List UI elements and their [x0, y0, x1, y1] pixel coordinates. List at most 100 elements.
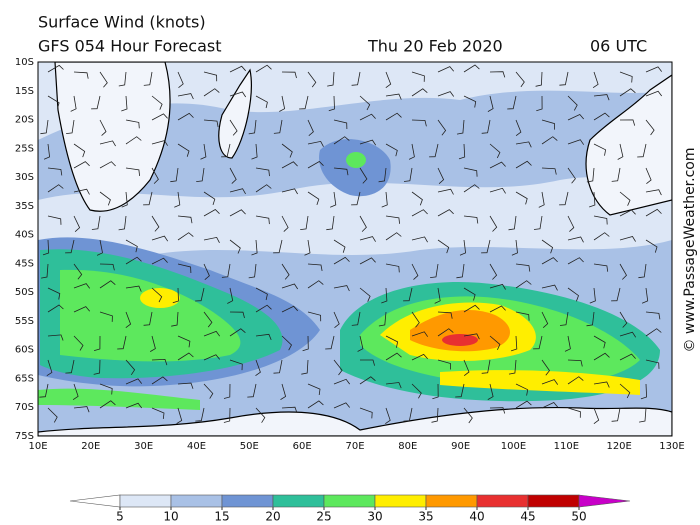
- wind-barb: [47, 334, 64, 341]
- wind-band: [38, 388, 200, 410]
- wind-barb: [99, 191, 111, 206]
- wind-barb: [255, 64, 272, 73]
- latitude-label: 65S: [15, 373, 34, 384]
- wind-barb: [515, 119, 522, 137]
- wind-barb: [251, 239, 258, 256]
- wind-barb: [411, 119, 427, 127]
- wind-barb: [489, 283, 506, 290]
- wind-barb: [593, 94, 610, 101]
- longitude-label: 130E: [659, 441, 684, 452]
- wind-barb: [307, 161, 324, 169]
- latitude-label: 45S: [15, 258, 34, 269]
- wind-barb: [459, 239, 467, 256]
- wind-barb: [99, 71, 108, 88]
- wind-barb: [223, 383, 231, 399]
- wind-barb: [586, 311, 595, 327]
- wind-barb: [172, 287, 179, 304]
- wind-core: [140, 288, 180, 308]
- colorbar-segment: [119, 494, 172, 508]
- wind-core: [442, 334, 478, 346]
- colorbar-over: [578, 494, 631, 508]
- wind-barb: [385, 335, 399, 348]
- wind-barb: [125, 378, 143, 385]
- time-label: 06 UTC: [590, 37, 647, 56]
- wind-barb: [96, 239, 103, 256]
- wind-barb: [255, 333, 272, 341]
- wind-barb: [481, 239, 491, 254]
- latitude-label: 75S: [15, 431, 34, 442]
- wind-barb: [487, 95, 494, 112]
- wind-barb: [359, 167, 368, 184]
- wind-barb: [195, 407, 205, 422]
- wind-barb: [385, 407, 391, 425]
- wind-barb: [463, 184, 480, 193]
- wind-barb: [46, 359, 53, 377]
- wind-barb: [281, 71, 297, 79]
- wind-barb: [357, 335, 364, 352]
- wind-barb: [229, 359, 243, 371]
- wind-barb: [93, 359, 101, 375]
- wind-barb: [385, 263, 400, 273]
- colorbar-segment: [425, 494, 478, 508]
- wind-barb: [463, 407, 473, 424]
- wind-barb: [489, 305, 506, 313]
- wind-barb: [281, 215, 289, 232]
- colorbar-tick-label: 45: [520, 510, 535, 524]
- wind-barb: [333, 167, 349, 176]
- wind-barb: [567, 236, 584, 243]
- wind-barb: [411, 383, 422, 399]
- wind-barb: [229, 209, 246, 217]
- wind-barb: [463, 215, 479, 224]
- wind-barb: [304, 239, 311, 256]
- wind-barb: [489, 71, 506, 78]
- wind-barb: [229, 311, 245, 319]
- wind-barb: [559, 311, 569, 326]
- wind-barb: [359, 236, 376, 242]
- wind-barb: [47, 287, 61, 300]
- wind-barb: [385, 352, 402, 361]
- map-title: Surface Wind (knots): [38, 13, 206, 32]
- wind-barb: [255, 407, 266, 423]
- wind-barb: [151, 95, 163, 110]
- wind-barb: [411, 311, 420, 328]
- wind-barb: [280, 383, 287, 400]
- colorbar-tick-label: 15: [214, 510, 229, 524]
- wind-barb: [510, 335, 518, 352]
- wind-barb: [541, 284, 558, 291]
- wind-barb: [567, 215, 575, 232]
- wind-barb: [255, 167, 270, 177]
- wind-barb: [567, 376, 584, 385]
- wind-barb: [47, 167, 63, 176]
- wind-barb: [125, 285, 142, 292]
- wind-barb: [221, 143, 231, 158]
- wind-barb: [99, 311, 113, 322]
- wind-barb: [99, 119, 107, 136]
- wind-barb: [70, 95, 77, 112]
- wind-barb: [151, 287, 163, 303]
- wind-barb: [515, 280, 532, 289]
- wind-barb: [463, 167, 478, 177]
- wind-barb: [541, 239, 554, 254]
- wind-barb: [641, 287, 649, 304]
- wind-barb: [411, 353, 428, 361]
- wind-barb: [143, 191, 153, 206]
- wind-barb: [434, 287, 441, 304]
- longitude-label: 20E: [81, 441, 100, 452]
- wind-barb: [437, 188, 454, 195]
- wind-barb: [403, 287, 413, 302]
- longitude-label: 110E: [554, 441, 579, 452]
- wind-barb: [432, 383, 439, 400]
- wind-barb: [359, 113, 376, 121]
- wind-barb: [281, 188, 298, 195]
- wind-barb: [611, 167, 621, 182]
- wind-barb: [125, 119, 140, 129]
- wind-barb: [248, 119, 257, 135]
- wind-barb: [177, 263, 192, 274]
- wind-barb: [645, 167, 652, 185]
- wind-barb: [255, 215, 270, 225]
- wind-barb: [437, 167, 445, 184]
- wind-barb: [463, 333, 480, 340]
- colorbar-tick-label: 35: [418, 510, 433, 524]
- wind-barb: [125, 136, 142, 145]
- latitude-label: 50S: [15, 287, 34, 298]
